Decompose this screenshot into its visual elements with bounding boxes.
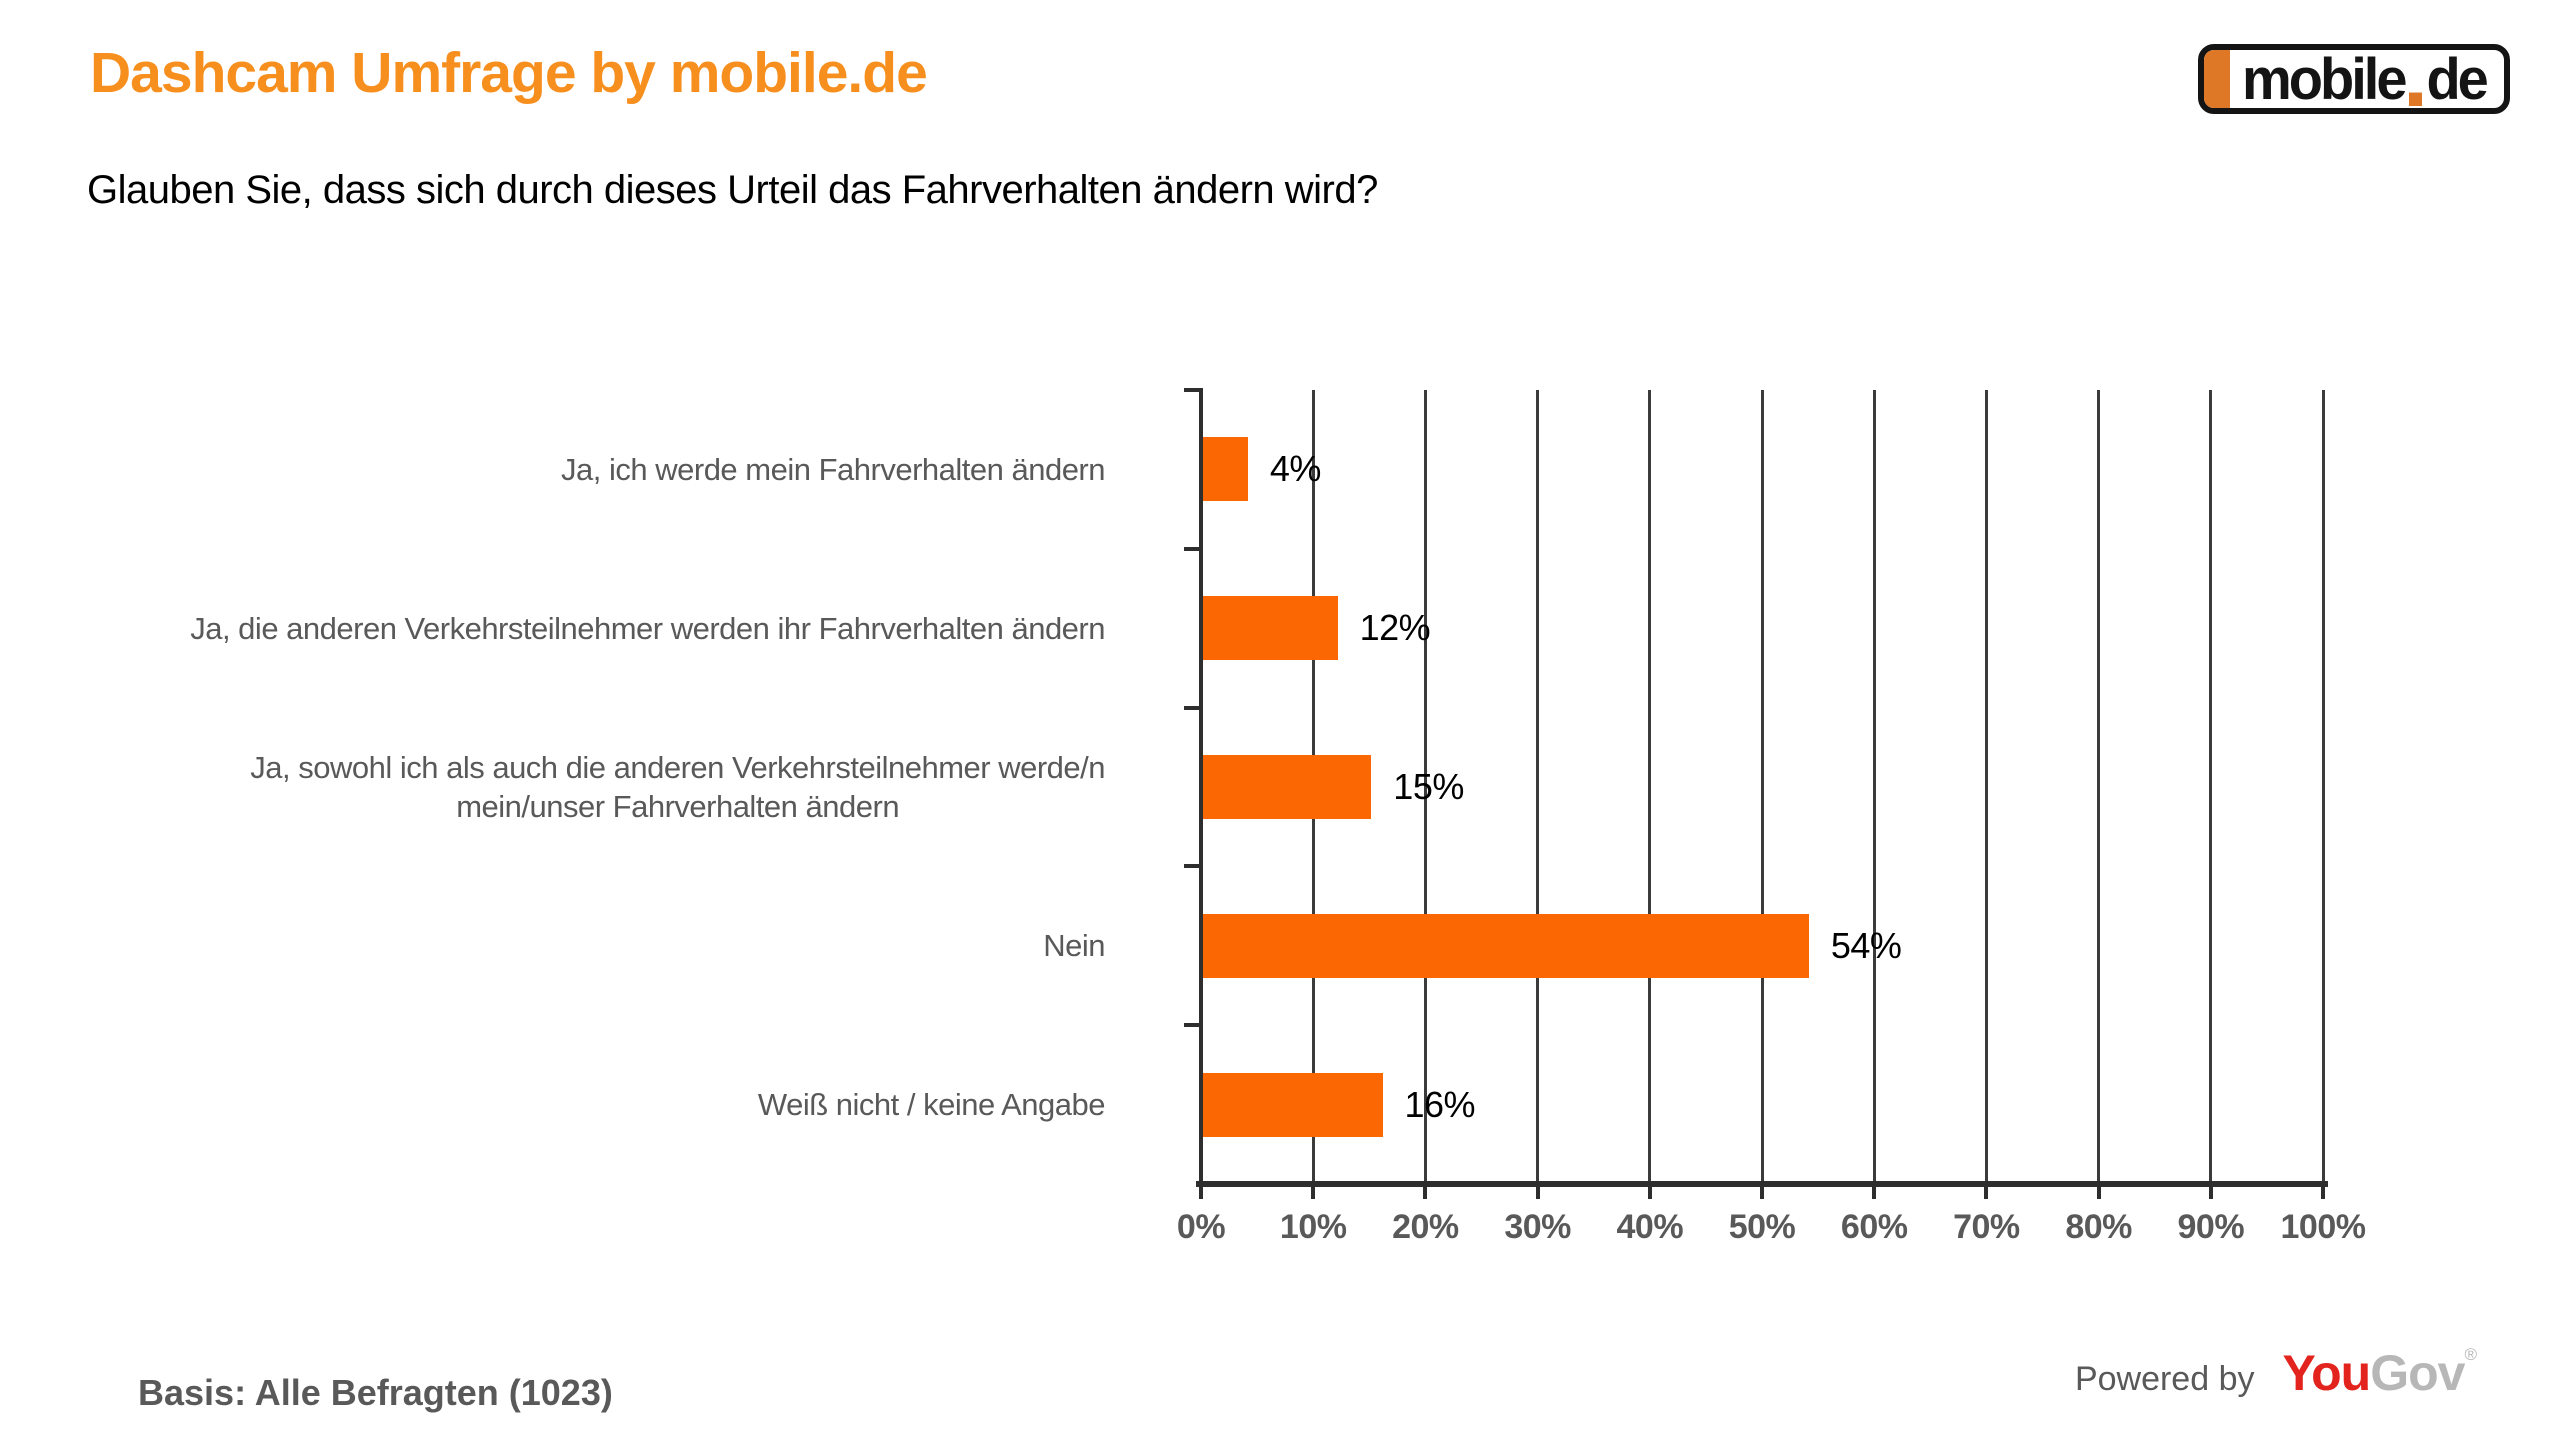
x-tick-label: 0% — [1176, 1208, 1226, 1246]
x-tick-label: 20% — [1392, 1208, 1459, 1246]
bar-value-label: 4% — [1269, 448, 1322, 490]
logo-text-de: de — [2426, 45, 2488, 112]
mobile-de-logo: mobile de — [2198, 44, 2510, 114]
x-tick-label: 70% — [1953, 1208, 2020, 1246]
category-row: Nein — [40, 866, 1105, 1025]
logo-orange-block — [2204, 50, 2230, 108]
x-tick-label: 30% — [1504, 1208, 1571, 1246]
gridline — [2209, 390, 2213, 1184]
category-row: Weiß nicht / keine Angabe — [40, 1025, 1106, 1184]
logo-text-mobile: mobile — [2242, 45, 2407, 112]
yougov-gov: Gov — [2370, 1345, 2465, 1401]
x-tick-label: 60% — [1840, 1208, 1908, 1246]
y-tick — [1184, 705, 1199, 710]
bar-value-label: 15% — [1393, 766, 1464, 807]
logo-text: mobile de — [2242, 45, 2489, 112]
gridline — [2097, 390, 2101, 1184]
x-tick — [1199, 1184, 1203, 1199]
x-tick-label: 10% — [1279, 1208, 1347, 1246]
bar — [1203, 913, 1809, 978]
powered-by-label: Powered by — [2074, 1360, 2255, 1398]
x-tick — [1423, 1184, 1428, 1199]
x-tick — [2321, 1184, 2325, 1199]
gridline — [1984, 390, 1988, 1184]
gridline — [1760, 390, 1764, 1184]
survey-question: Glauben Sie, dass sich durch dieses Urte… — [87, 168, 1378, 212]
x-tick-label: 40% — [1616, 1208, 1684, 1246]
gridline — [1536, 390, 1540, 1184]
bar-value-label: 16% — [1404, 1083, 1476, 1125]
x-tick — [2096, 1184, 2101, 1199]
bar-value-label: 12% — [1359, 607, 1431, 649]
category-row: Ja, die anderen Verkehrsteilnehmer werde… — [40, 549, 1105, 708]
gridline — [1872, 390, 1876, 1184]
x-tick — [1647, 1184, 1652, 1199]
y-axis-line — [1199, 388, 1203, 1184]
y-tick — [1184, 1023, 1199, 1028]
yougov-registered-mark: ® — [2464, 1345, 2476, 1364]
bar-value-label: 54% — [1830, 924, 1902, 966]
x-tick — [1872, 1184, 1877, 1199]
x-tick — [1760, 1184, 1764, 1199]
y-tick — [1184, 546, 1199, 551]
bar — [1203, 596, 1338, 661]
category-label: Ja, ich werde mein Fahrverhalten ändern — [561, 451, 1105, 487]
category-row: Ja, ich werde mein Fahrverhalten ändern — [40, 390, 1105, 549]
gridline — [1648, 390, 1652, 1184]
category-label: Nein — [1043, 928, 1105, 964]
basis-note: Basis: Alle Befragten (1023) — [138, 1372, 613, 1413]
plot-area: 0% 10% 20% 30% 40% 50% 60% 70% 80% 90% 100% 4% 12% 15… — [1177, 388, 2366, 1246]
x-tick — [1535, 1184, 1540, 1199]
yougov-you: You — [2282, 1345, 2371, 1401]
category-label: Ja, die anderen Verkehrsteilnehmer werde… — [190, 610, 1105, 646]
gridline — [1423, 390, 1427, 1184]
x-tick-label: 90% — [2177, 1208, 2245, 1246]
x-tick-label: 50% — [1728, 1208, 1796, 1246]
bar — [1203, 1072, 1383, 1137]
x-tick-label: 100% — [2280, 1208, 2366, 1246]
gridline — [2321, 390, 2325, 1184]
x-tick-label: 80% — [2065, 1208, 2132, 1246]
category-labels: Ja, ich werde mein Fahrverhalten ändern J… — [40, 390, 1105, 1184]
category-label: Weiß nicht / keine Angabe — [757, 1087, 1106, 1123]
page-title: Dashcam Umfrage by mobile.de — [90, 41, 928, 105]
powered-by: Powered by YouGov® — [2074, 1344, 2477, 1402]
x-tick — [1984, 1184, 1989, 1199]
y-tick — [1184, 864, 1199, 869]
x-tick — [2208, 1184, 2213, 1199]
y-tick — [1184, 388, 1199, 392]
x-tick — [1311, 1184, 1316, 1199]
bar — [1203, 755, 1372, 819]
category-row: Ja, sowohl ich als auch die anderen Verk… — [40, 708, 1105, 867]
yougov-logo: YouGov® — [2282, 1344, 2476, 1402]
bar — [1203, 437, 1248, 502]
category-label: Ja, sowohl ich als auch die anderen Verk… — [250, 749, 1105, 824]
logo-dot-icon — [2409, 92, 2423, 107]
